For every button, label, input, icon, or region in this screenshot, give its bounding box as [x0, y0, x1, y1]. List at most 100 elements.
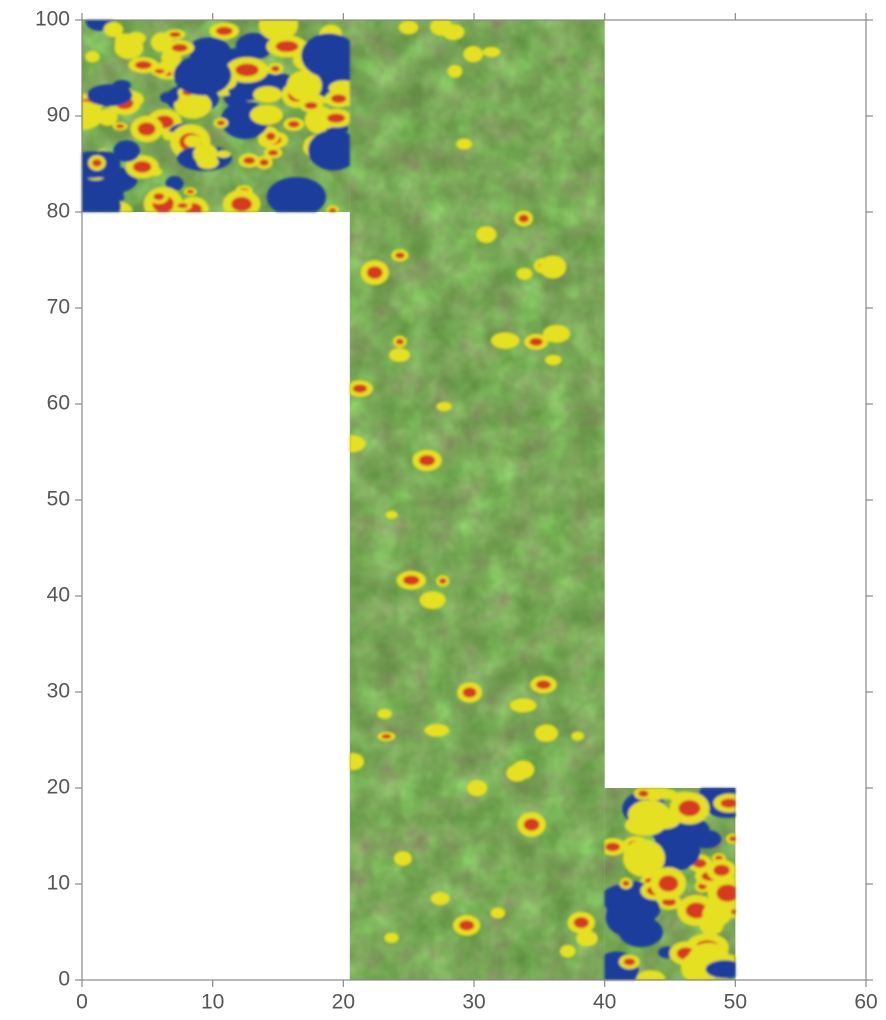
- anomaly-core: [154, 68, 165, 74]
- y-tick-label: 60: [47, 392, 70, 415]
- anomaly-core: [259, 159, 269, 166]
- anomaly-core: [395, 252, 405, 259]
- anomaly-core: [304, 102, 318, 109]
- x-tick-label: 20: [332, 991, 355, 1014]
- anomaly-core: [331, 94, 347, 104]
- anomaly: [253, 86, 283, 103]
- anomaly: [653, 790, 666, 799]
- anomaly-core: [288, 120, 300, 128]
- anomaly-core: [216, 26, 233, 36]
- x-tick-label: 0: [76, 991, 88, 1014]
- anomaly-core: [153, 193, 165, 201]
- anomaly: [463, 45, 484, 63]
- anomaly: [436, 401, 452, 412]
- anomaly: [173, 55, 232, 96]
- anomaly: [447, 64, 463, 78]
- region-texture: [349, 20, 605, 980]
- region-anomalies: [604, 788, 736, 980]
- anomaly-core: [265, 132, 276, 141]
- x-tick-label: 30: [462, 991, 485, 1014]
- anomaly-core: [536, 680, 551, 689]
- anomaly: [542, 324, 571, 343]
- anomaly-core: [662, 898, 676, 907]
- y-tick-label: 100: [35, 8, 70, 31]
- anomaly: [159, 91, 179, 104]
- anomaly: [349, 435, 366, 453]
- anomaly: [571, 731, 585, 741]
- anomaly: [82, 101, 104, 130]
- anomaly: [544, 354, 562, 366]
- anomaly: [605, 897, 655, 938]
- anomaly: [249, 104, 284, 125]
- anomaly-core: [716, 884, 736, 902]
- anomaly: [442, 24, 465, 41]
- anomaly-core: [518, 214, 529, 223]
- anomaly-core: [439, 578, 447, 584]
- anomaly-core: [715, 855, 723, 861]
- anomaly-core: [720, 798, 736, 808]
- anomaly-core: [623, 958, 636, 966]
- anomaly-core: [177, 203, 188, 209]
- anomaly: [690, 829, 722, 849]
- y-tick-label: 30: [47, 680, 70, 703]
- anomaly: [622, 839, 666, 878]
- y-tick-label: 20: [47, 776, 70, 799]
- anomaly: [393, 851, 412, 866]
- anomaly-core: [605, 842, 621, 852]
- anomaly: [490, 332, 520, 349]
- anomaly: [576, 930, 598, 947]
- anomaly-core: [459, 920, 475, 931]
- anomaly-core: [271, 65, 280, 72]
- anomaly: [266, 176, 326, 212]
- region-anomalies: [82, 20, 350, 212]
- anomaly-core: [115, 124, 125, 129]
- x-tick-label: 40: [593, 991, 616, 1014]
- anomaly-core: [275, 40, 299, 53]
- anomaly-core: [366, 266, 383, 279]
- anomaly: [301, 33, 350, 78]
- anomaly: [82, 187, 122, 212]
- anomaly: [162, 131, 175, 141]
- anomaly: [114, 36, 144, 60]
- anomaly: [467, 779, 488, 797]
- anomaly: [174, 91, 212, 119]
- anomaly: [384, 932, 399, 944]
- anomaly-core: [327, 113, 346, 123]
- y-tick-label: 10: [47, 872, 70, 895]
- anomaly: [286, 70, 322, 101]
- anomaly: [509, 698, 537, 713]
- anomaly-core: [328, 207, 337, 212]
- anomalies: [82, 20, 736, 980]
- anomaly-core: [523, 818, 540, 831]
- anomaly: [430, 891, 450, 906]
- anomaly-core: [395, 338, 404, 345]
- anomaly-core: [135, 61, 152, 70]
- anomaly: [559, 944, 576, 958]
- anomaly-core: [638, 790, 649, 797]
- anomaly: [419, 591, 446, 610]
- anomaly-core: [685, 902, 708, 919]
- anomaly: [86, 84, 133, 107]
- anomaly: [516, 267, 533, 280]
- anomaly-core: [462, 687, 477, 698]
- anomaly-core: [169, 31, 181, 38]
- anomaly-core: [132, 161, 152, 173]
- anomaly-core: [418, 455, 436, 466]
- anomaly: [490, 907, 506, 919]
- y-tick-label: 0: [58, 968, 70, 991]
- anomaly-core: [171, 43, 188, 52]
- anomaly-core: [352, 384, 368, 393]
- anomaly-core: [529, 337, 543, 346]
- anomaly-core: [235, 63, 259, 77]
- anomaly: [85, 50, 100, 63]
- anomaly: [702, 901, 732, 927]
- y-tick-label: 70: [47, 296, 70, 319]
- anomaly: [184, 135, 202, 148]
- anomaly: [389, 348, 411, 362]
- anomaly-core: [381, 734, 392, 739]
- x-tick-label: 10: [201, 991, 224, 1014]
- anomaly-core: [713, 864, 730, 876]
- anomaly: [113, 140, 141, 162]
